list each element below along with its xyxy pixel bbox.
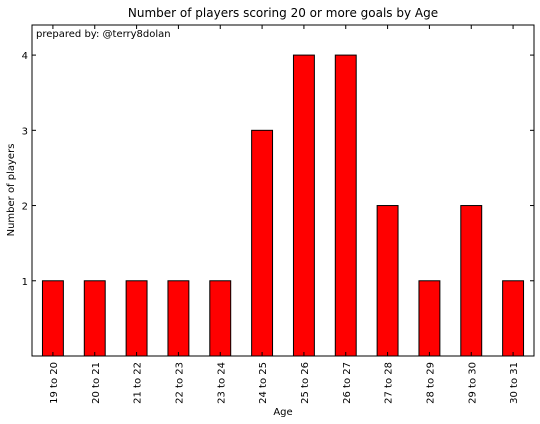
bar-29-to-30: [460, 205, 483, 357]
bar-27-to-28: [376, 205, 399, 357]
y-axis-ticks: 1 2 3 4: [22, 51, 534, 288]
bar-23-to-24: [209, 280, 232, 357]
x-tick-label: 24 to 25: [258, 362, 269, 404]
x-tick-label: 20 to 21: [91, 362, 102, 404]
x-tick-label: 19 to 20: [49, 362, 60, 404]
plot-frame: [31, 24, 535, 357]
x-tick-label: 25 to 26: [300, 362, 311, 404]
prepared-by-annotation: prepared by: @terry8dolan: [36, 29, 171, 40]
y-tick-label: 3: [22, 126, 28, 137]
x-axis-label: Age: [273, 407, 292, 418]
bar-25-to-26: [292, 54, 315, 357]
chart-title: Number of players scoring 20 or more goa…: [128, 6, 438, 20]
bar-26-to-27: [334, 54, 357, 357]
bar-28-to-29: [418, 280, 441, 357]
x-tick-label: 27 to 28: [384, 362, 395, 404]
bar-22-to-23: [167, 280, 190, 357]
bar-19-to-20: [41, 280, 64, 357]
bar-20-to-21: [83, 280, 106, 357]
x-tick-label: 28 to 29: [425, 362, 436, 404]
x-tick-label: 30 to 31: [509, 362, 520, 404]
y-tick-label: 4: [22, 51, 28, 62]
x-tick-label: 21 to 22: [133, 362, 144, 404]
x-tick-label: 23 to 24: [216, 362, 227, 404]
y-axis-label: Number of players: [6, 144, 17, 237]
y-tick-label: 1: [22, 277, 28, 288]
x-axis-ticks: 19 to 20 20 to 21 21 to 22 22 to 23 23 to 24…: [49, 25, 520, 404]
x-tick-label: 29 to 30: [467, 362, 478, 404]
bar-24-to-25: [251, 129, 274, 357]
bars-group: [41, 54, 525, 357]
x-tick-label: 26 to 27: [342, 362, 353, 404]
x-tick-label: 22 to 23: [174, 362, 185, 404]
y-tick-label: 2: [22, 202, 28, 213]
bar-30-to-31: [502, 280, 525, 357]
bar-21-to-22: [125, 280, 148, 357]
